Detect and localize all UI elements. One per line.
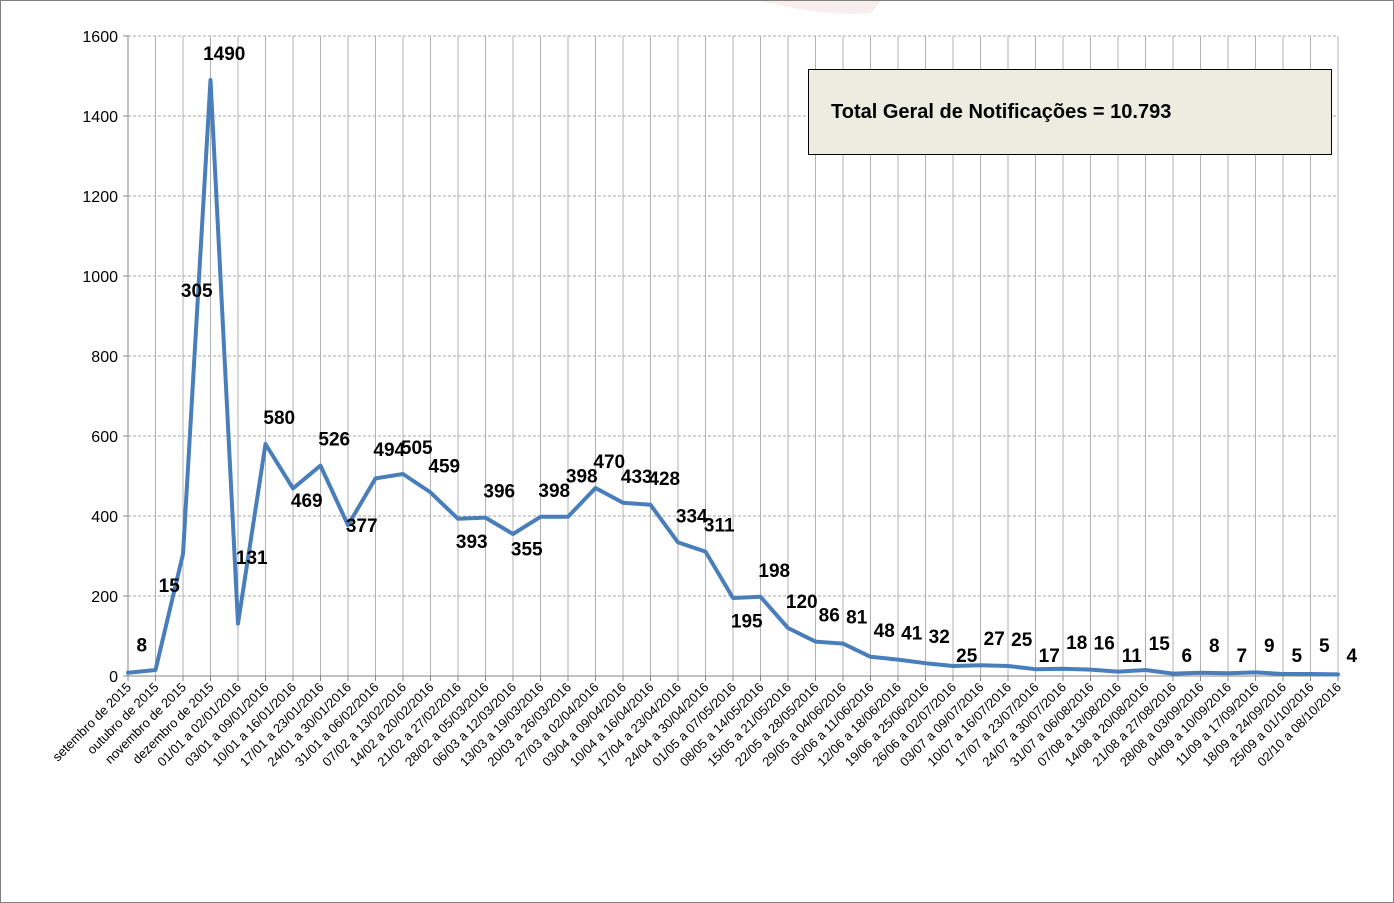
data-label-41: 7 xyxy=(1236,646,1247,667)
data-label-8: 526 xyxy=(318,430,350,451)
data-label-40: 8 xyxy=(1209,636,1220,657)
data-label-9: 377 xyxy=(346,516,378,537)
data-label-45: 4 xyxy=(1346,646,1357,667)
series-notificacoes xyxy=(126,78,1340,677)
data-label-26: 86 xyxy=(819,606,840,627)
data-label-38: 15 xyxy=(1149,634,1171,655)
data-label-20: 428 xyxy=(648,469,680,490)
data-label-11: 505 xyxy=(401,438,433,459)
y-tick-label-5: 1000 xyxy=(82,269,118,286)
data-label-42: 9 xyxy=(1264,636,1275,657)
data-label-10: 494 xyxy=(373,440,405,461)
data-label-6: 580 xyxy=(263,408,295,429)
data-label-43: 5 xyxy=(1291,646,1302,667)
data-label-16: 398 xyxy=(538,481,570,502)
y-tick-label-3: 600 xyxy=(91,429,118,446)
data-label-25: 120 xyxy=(786,592,818,613)
data-label-23: 195 xyxy=(731,611,763,632)
y-tick-label-7: 1400 xyxy=(82,109,118,126)
data-label-24: 198 xyxy=(758,561,790,582)
data-label-44: 5 xyxy=(1319,636,1330,657)
series-line xyxy=(126,78,1340,677)
data-label-15: 355 xyxy=(511,539,543,560)
data-label-1: 8 xyxy=(136,635,147,656)
data-label-7: 469 xyxy=(291,491,323,512)
data-label-27: 81 xyxy=(846,608,868,629)
axes xyxy=(123,35,1339,681)
y-tick-label-0: 0 xyxy=(109,669,118,686)
data-label-2: 15 xyxy=(159,576,181,597)
data-label-4: 1490 xyxy=(203,44,245,65)
total-annotation-text: Total Geral de Notificações = 10.793 xyxy=(831,100,1172,123)
total-annotation-box: Total Geral de Notificações = 10.793 xyxy=(808,69,1332,155)
data-label-39: 6 xyxy=(1181,646,1192,667)
data-label-17: 398 xyxy=(566,466,598,487)
y-tick-label-6: 1200 xyxy=(82,189,118,206)
data-label-13: 393 xyxy=(456,532,488,553)
data-label-32: 27 xyxy=(984,629,1005,650)
data-label-14: 396 xyxy=(483,482,515,503)
data-label-37: 11 xyxy=(1122,646,1143,667)
y-tick-label-2: 400 xyxy=(91,509,118,526)
y-tick-label-1: 200 xyxy=(91,589,118,606)
data-label-35: 18 xyxy=(1066,633,1087,654)
data-label-34: 17 xyxy=(1039,646,1060,667)
data-label-3: 305 xyxy=(181,281,213,302)
data-label-18: 470 xyxy=(593,452,625,473)
data-label-29: 41 xyxy=(901,624,923,645)
data-label-31: 25 xyxy=(956,646,978,667)
data-label-30: 32 xyxy=(929,627,950,648)
data-label-5: 131 xyxy=(236,548,268,569)
data-label-21: 334 xyxy=(676,506,708,527)
data-label-28: 48 xyxy=(874,621,895,642)
y-tick-label-8: 1600 xyxy=(82,29,118,46)
y-tick-label-4: 800 xyxy=(91,349,118,366)
data-label-22: 311 xyxy=(704,516,735,537)
data-label-33: 25 xyxy=(1011,630,1033,651)
data-label-19: 433 xyxy=(621,467,653,488)
data-label-12: 459 xyxy=(428,456,460,477)
y-tick-labels: 0 200 400 600 800 1000 1200 1400 1600 xyxy=(82,29,118,686)
data-labels: 8153051490131580469526377494505459393396… xyxy=(136,44,1357,667)
data-label-36: 16 xyxy=(1094,634,1115,655)
